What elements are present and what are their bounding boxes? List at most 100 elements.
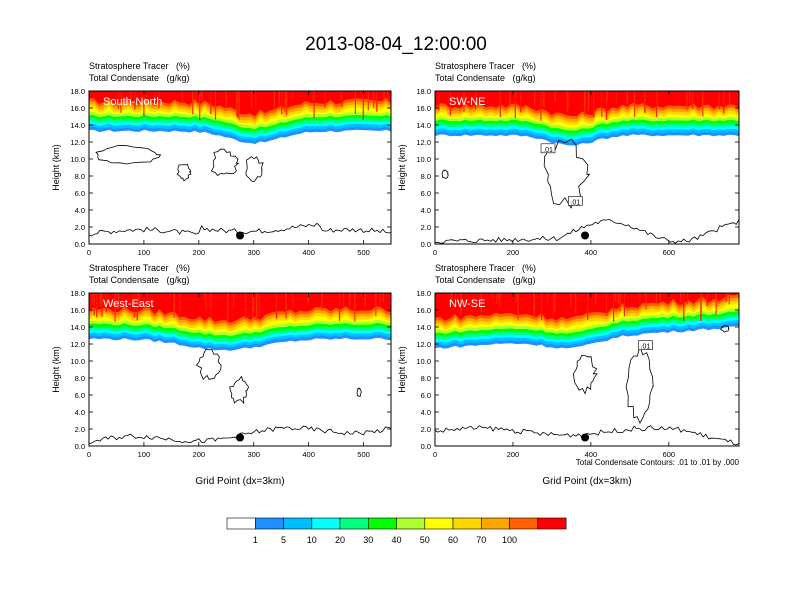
y-tick-label: 8.0 bbox=[421, 172, 431, 181]
tracer-streak bbox=[515, 293, 517, 303]
tracer-streak bbox=[96, 293, 98, 318]
colorbar-swatch bbox=[367, 517, 397, 530]
colorbar-label: 10 bbox=[307, 535, 317, 545]
tracer-streak bbox=[514, 91, 516, 118]
x-tick-label: 0 bbox=[433, 248, 437, 257]
tracer-streak bbox=[324, 91, 326, 108]
tracer-streak bbox=[134, 91, 136, 110]
y-tick-label: 0.0 bbox=[421, 240, 431, 249]
panel-title-tracer: Stratosphere Tracer (%) bbox=[435, 61, 536, 71]
y-tick-label: 2.0 bbox=[421, 223, 431, 232]
x-tick-label: 600 bbox=[663, 450, 676, 459]
x-tick-label: 300 bbox=[247, 248, 260, 257]
tracer-streak bbox=[192, 91, 194, 115]
y-tick-label: 16.0 bbox=[70, 306, 85, 315]
colorbar-label: 100 bbox=[502, 535, 517, 545]
x-tick-label: 0 bbox=[87, 248, 91, 257]
tracer-streak bbox=[285, 293, 287, 319]
location-marker bbox=[581, 231, 590, 240]
plot-frame bbox=[88, 292, 392, 447]
y-tick-label: 2.0 bbox=[75, 223, 85, 232]
y-tick-label: 0.0 bbox=[75, 442, 85, 451]
condensate-contour bbox=[195, 348, 222, 381]
tracer-streak bbox=[312, 91, 314, 101]
tracer-streak bbox=[252, 293, 254, 318]
y-tick-label: 0.0 bbox=[421, 442, 431, 451]
tracer-streak bbox=[542, 91, 544, 107]
tracer-streak bbox=[575, 293, 577, 314]
tracer-streak bbox=[117, 91, 120, 109]
tracer-streak bbox=[382, 293, 384, 302]
colorbar-label: 40 bbox=[391, 535, 401, 545]
contour-footnote: Total Condensate Contours: .01 to .01 by… bbox=[576, 458, 740, 467]
tracer-streak bbox=[566, 91, 568, 113]
condensate-contour bbox=[176, 163, 192, 182]
tracer-streak bbox=[700, 293, 702, 317]
tracer-streak bbox=[570, 293, 572, 309]
tracer-streak bbox=[605, 91, 608, 120]
x-tick-label: 0 bbox=[87, 450, 91, 459]
tracer-streak bbox=[463, 91, 465, 113]
tracer-streak bbox=[480, 293, 482, 312]
y-axis-label: Height (km) bbox=[51, 346, 61, 393]
tracer-streak bbox=[91, 293, 93, 304]
tracer-layer bbox=[89, 293, 391, 323]
tracer-streak bbox=[307, 293, 309, 303]
y-tick-label: 8.0 bbox=[75, 374, 85, 383]
tracer-streak bbox=[338, 293, 341, 321]
y-tick-label: 14.0 bbox=[70, 121, 85, 130]
condensate-contours bbox=[441, 138, 591, 209]
x-tick-label: 200 bbox=[507, 248, 520, 257]
colorbar: 1 5 10 20 30 40 50 60 70 100 bbox=[226, 517, 567, 545]
tracer-streak bbox=[210, 91, 212, 115]
panel-west-east: West-East Stratosphere Tracer (%) Total Co… bbox=[51, 263, 392, 487]
tracer-streak bbox=[601, 91, 603, 117]
y-tick-label: 6.0 bbox=[75, 391, 85, 400]
y-axis-label: Height (km) bbox=[397, 144, 407, 191]
tracer-streak bbox=[362, 91, 364, 121]
colorbar-swatch bbox=[311, 517, 341, 530]
tracer-streak bbox=[639, 293, 641, 302]
x-tick-label: 400 bbox=[302, 450, 315, 459]
contour-label: .01 bbox=[641, 344, 651, 351]
tracer-streak bbox=[728, 293, 730, 305]
y-tick-label: 14.0 bbox=[416, 121, 431, 130]
tracer-streak bbox=[509, 91, 511, 106]
y-tick-label: 18.0 bbox=[416, 289, 431, 298]
x-tick-label: 400 bbox=[585, 450, 598, 459]
x-tick-label: 100 bbox=[138, 450, 151, 459]
tracer-streak bbox=[499, 293, 501, 308]
tracer-streak bbox=[195, 91, 197, 101]
tracer-streak bbox=[686, 293, 688, 305]
x-tick-label: 0 bbox=[433, 450, 437, 459]
tracer-streak bbox=[214, 91, 217, 120]
panel-title-condensate: Total Condensate (g/kg) bbox=[89, 275, 190, 285]
colorbar-label: 70 bbox=[476, 535, 486, 545]
x-tick-label: 100 bbox=[138, 248, 151, 257]
y-tick-label: 10.0 bbox=[416, 155, 431, 164]
terrain-line bbox=[435, 218, 739, 244]
tracer-streak bbox=[613, 293, 615, 322]
y-tick-label: 10.0 bbox=[70, 155, 85, 164]
tracer-streak bbox=[680, 293, 682, 303]
y-tick-label: 6.0 bbox=[75, 189, 85, 198]
y-tick-label: 4.0 bbox=[421, 206, 431, 215]
tracer-streak bbox=[130, 91, 132, 105]
tracer-streak bbox=[605, 293, 608, 316]
contour-label: .01 bbox=[570, 200, 580, 207]
tracer-streak bbox=[236, 91, 238, 117]
tracer-streak bbox=[547, 293, 549, 303]
tracer-streak bbox=[568, 91, 570, 110]
tracer-streak bbox=[438, 91, 440, 111]
x-tick-label: 500 bbox=[357, 248, 370, 257]
tracer-streak bbox=[340, 91, 342, 100]
condensate-contour bbox=[356, 387, 362, 397]
y-tick-label: 16.0 bbox=[416, 104, 431, 113]
x-axis-label: Grid Point (dx=3km) bbox=[542, 476, 631, 487]
tracer-streak bbox=[460, 293, 462, 316]
tracer-streak bbox=[227, 293, 229, 322]
colorbar-label: 30 bbox=[363, 535, 373, 545]
contour-label: .01 bbox=[543, 147, 553, 154]
tracer-streak bbox=[237, 91, 239, 118]
